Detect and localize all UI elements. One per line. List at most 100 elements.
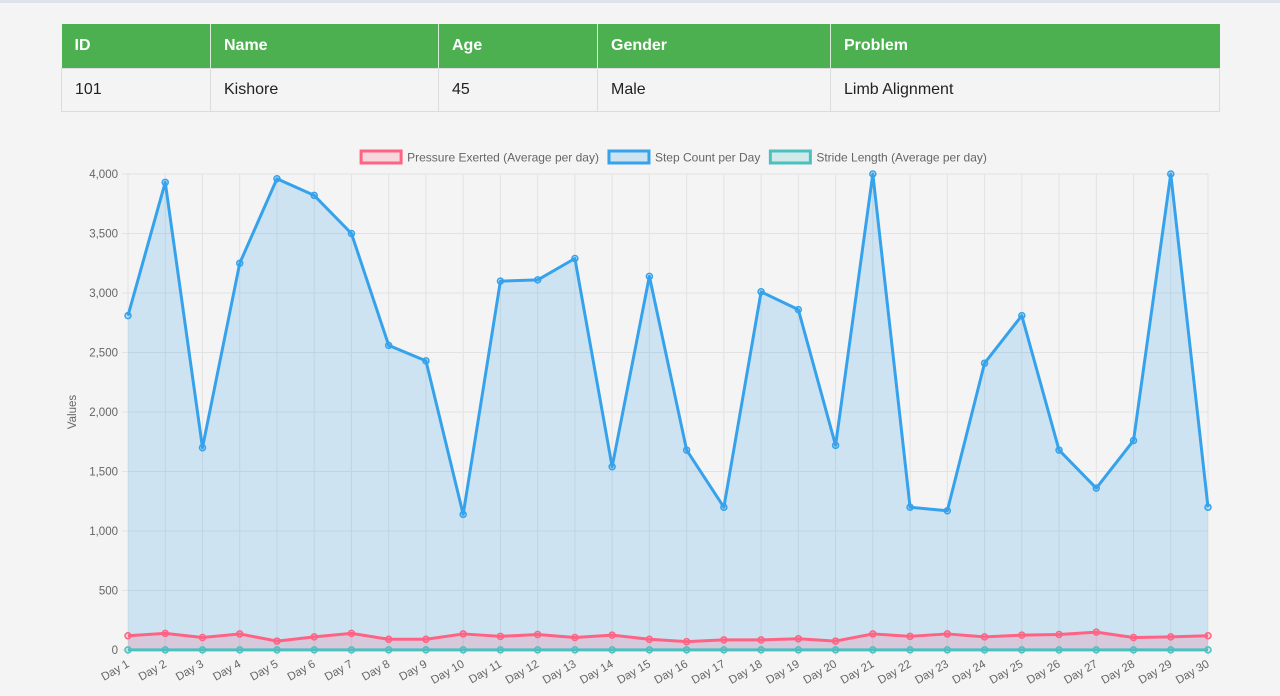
cell-gender: Male — [597, 67, 831, 112]
data-point — [1055, 630, 1063, 639]
data-point — [459, 646, 467, 654]
data-point — [831, 637, 840, 645]
series-area — [128, 174, 1208, 650]
data-point — [794, 646, 803, 654]
cell-age: 45 — [438, 67, 598, 112]
data-point — [124, 631, 132, 640]
x-tick-label: Day 2 — [137, 658, 169, 683]
table-row: 101 Kishore 45 Male Limb Alignment — [61, 67, 1220, 112]
data-point — [831, 646, 840, 654]
data-point — [906, 646, 914, 654]
series-line — [127, 630, 1209, 644]
patient-metrics-chart: 0 500 1,000 1,500 2,000 2,500 3,000 3,500 4,000 V… — [0, 140, 1280, 696]
data-point — [1167, 646, 1175, 654]
data-point — [422, 357, 430, 365]
legend-swatch — [768, 149, 812, 165]
cell-name: Kishore — [210, 67, 439, 112]
data-point — [757, 288, 765, 296]
data-point — [1092, 484, 1101, 492]
x-tick-label: Day 1 — [99, 658, 131, 683]
data-point — [273, 637, 281, 645]
x-tick-label: Day 10 — [429, 658, 467, 687]
x-tick-label: Day 3 — [174, 658, 206, 683]
data-point — [1167, 633, 1175, 641]
x-tick-label: Day 17 — [690, 658, 728, 687]
data-point — [496, 632, 505, 641]
column-header-name: Name — [210, 24, 439, 68]
data-point — [869, 646, 877, 654]
y-axis-title: Values — [67, 395, 79, 430]
series-line — [126, 172, 1210, 516]
data-point — [906, 503, 914, 511]
x-tick-label: Day 30 — [1174, 658, 1212, 687]
data-point — [496, 277, 505, 285]
data-point — [682, 646, 691, 654]
data-point — [310, 191, 318, 200]
x-tick-label: Day 15 — [615, 658, 653, 687]
data-point — [161, 178, 169, 187]
data-point — [1204, 503, 1212, 511]
x-tick-label: Day 7 — [323, 658, 355, 683]
y-tick-label: 500 — [99, 586, 118, 598]
patient-table: ID Name Age Gender Problem 101 Kishore 4… — [61, 24, 1220, 112]
data-point — [943, 646, 952, 654]
legend-label: Stride Length (Average per day) — [816, 151, 987, 165]
x-tick-label: Day 8 — [360, 658, 392, 683]
data-point — [1129, 646, 1138, 654]
data-point — [235, 259, 244, 267]
data-point — [869, 630, 877, 638]
data-point — [831, 441, 840, 450]
data-point — [645, 635, 654, 644]
data-point — [1092, 628, 1101, 636]
data-point — [794, 305, 803, 314]
y-tick-label: 2,000 — [89, 407, 118, 419]
x-tick-label: Day 20 — [802, 658, 840, 687]
y-tick-label: 3,500 — [89, 229, 118, 241]
y-tick-label: 4,000 — [89, 169, 118, 181]
data-point — [906, 632, 914, 641]
x-tick-label: Day 19 — [764, 658, 802, 687]
y-tick-label: 0 — [112, 645, 118, 657]
data-point — [869, 170, 877, 178]
data-point — [1018, 631, 1026, 639]
top-border — [0, 0, 1280, 3]
data-point — [757, 636, 765, 644]
data-point — [1129, 436, 1138, 445]
x-tick-label: Day 13 — [541, 658, 579, 687]
data-point — [682, 446, 691, 454]
x-tick-label: Day 21 — [839, 658, 877, 687]
data-point — [161, 629, 169, 638]
data-point — [571, 633, 579, 642]
x-tick-label: Day 6 — [286, 658, 318, 683]
data-point — [124, 646, 132, 654]
x-tick-label: Day 16 — [653, 658, 691, 687]
x-tick-label: Day 18 — [727, 658, 765, 687]
data-point — [645, 646, 654, 654]
data-point — [124, 311, 132, 320]
legend-swatch — [359, 149, 403, 165]
data-point — [235, 646, 244, 654]
data-point — [235, 630, 244, 638]
data-point — [1055, 646, 1063, 654]
data-point — [1204, 646, 1212, 654]
data-point — [571, 646, 579, 654]
column-header-problem: Problem — [830, 24, 1220, 68]
x-tick-label: Day 25 — [988, 658, 1026, 687]
data-point — [980, 633, 989, 641]
x-tick-label: Day 29 — [1137, 658, 1175, 687]
data-point — [980, 359, 989, 367]
cell-id: 101 — [61, 67, 211, 112]
data-point — [198, 646, 207, 654]
y-tick-label: 1,000 — [89, 526, 118, 538]
x-tick-label: Day 22 — [876, 658, 914, 687]
data-point — [720, 636, 728, 644]
data-point — [1018, 311, 1026, 320]
data-point — [347, 646, 356, 654]
x-tick-label: Day 27 — [1062, 658, 1100, 687]
column-header-id: ID — [61, 24, 211, 68]
data-point — [533, 646, 542, 654]
data-point — [608, 631, 616, 639]
data-point — [273, 175, 281, 183]
data-point — [422, 646, 430, 654]
y-tick-label: 3,000 — [89, 288, 118, 300]
